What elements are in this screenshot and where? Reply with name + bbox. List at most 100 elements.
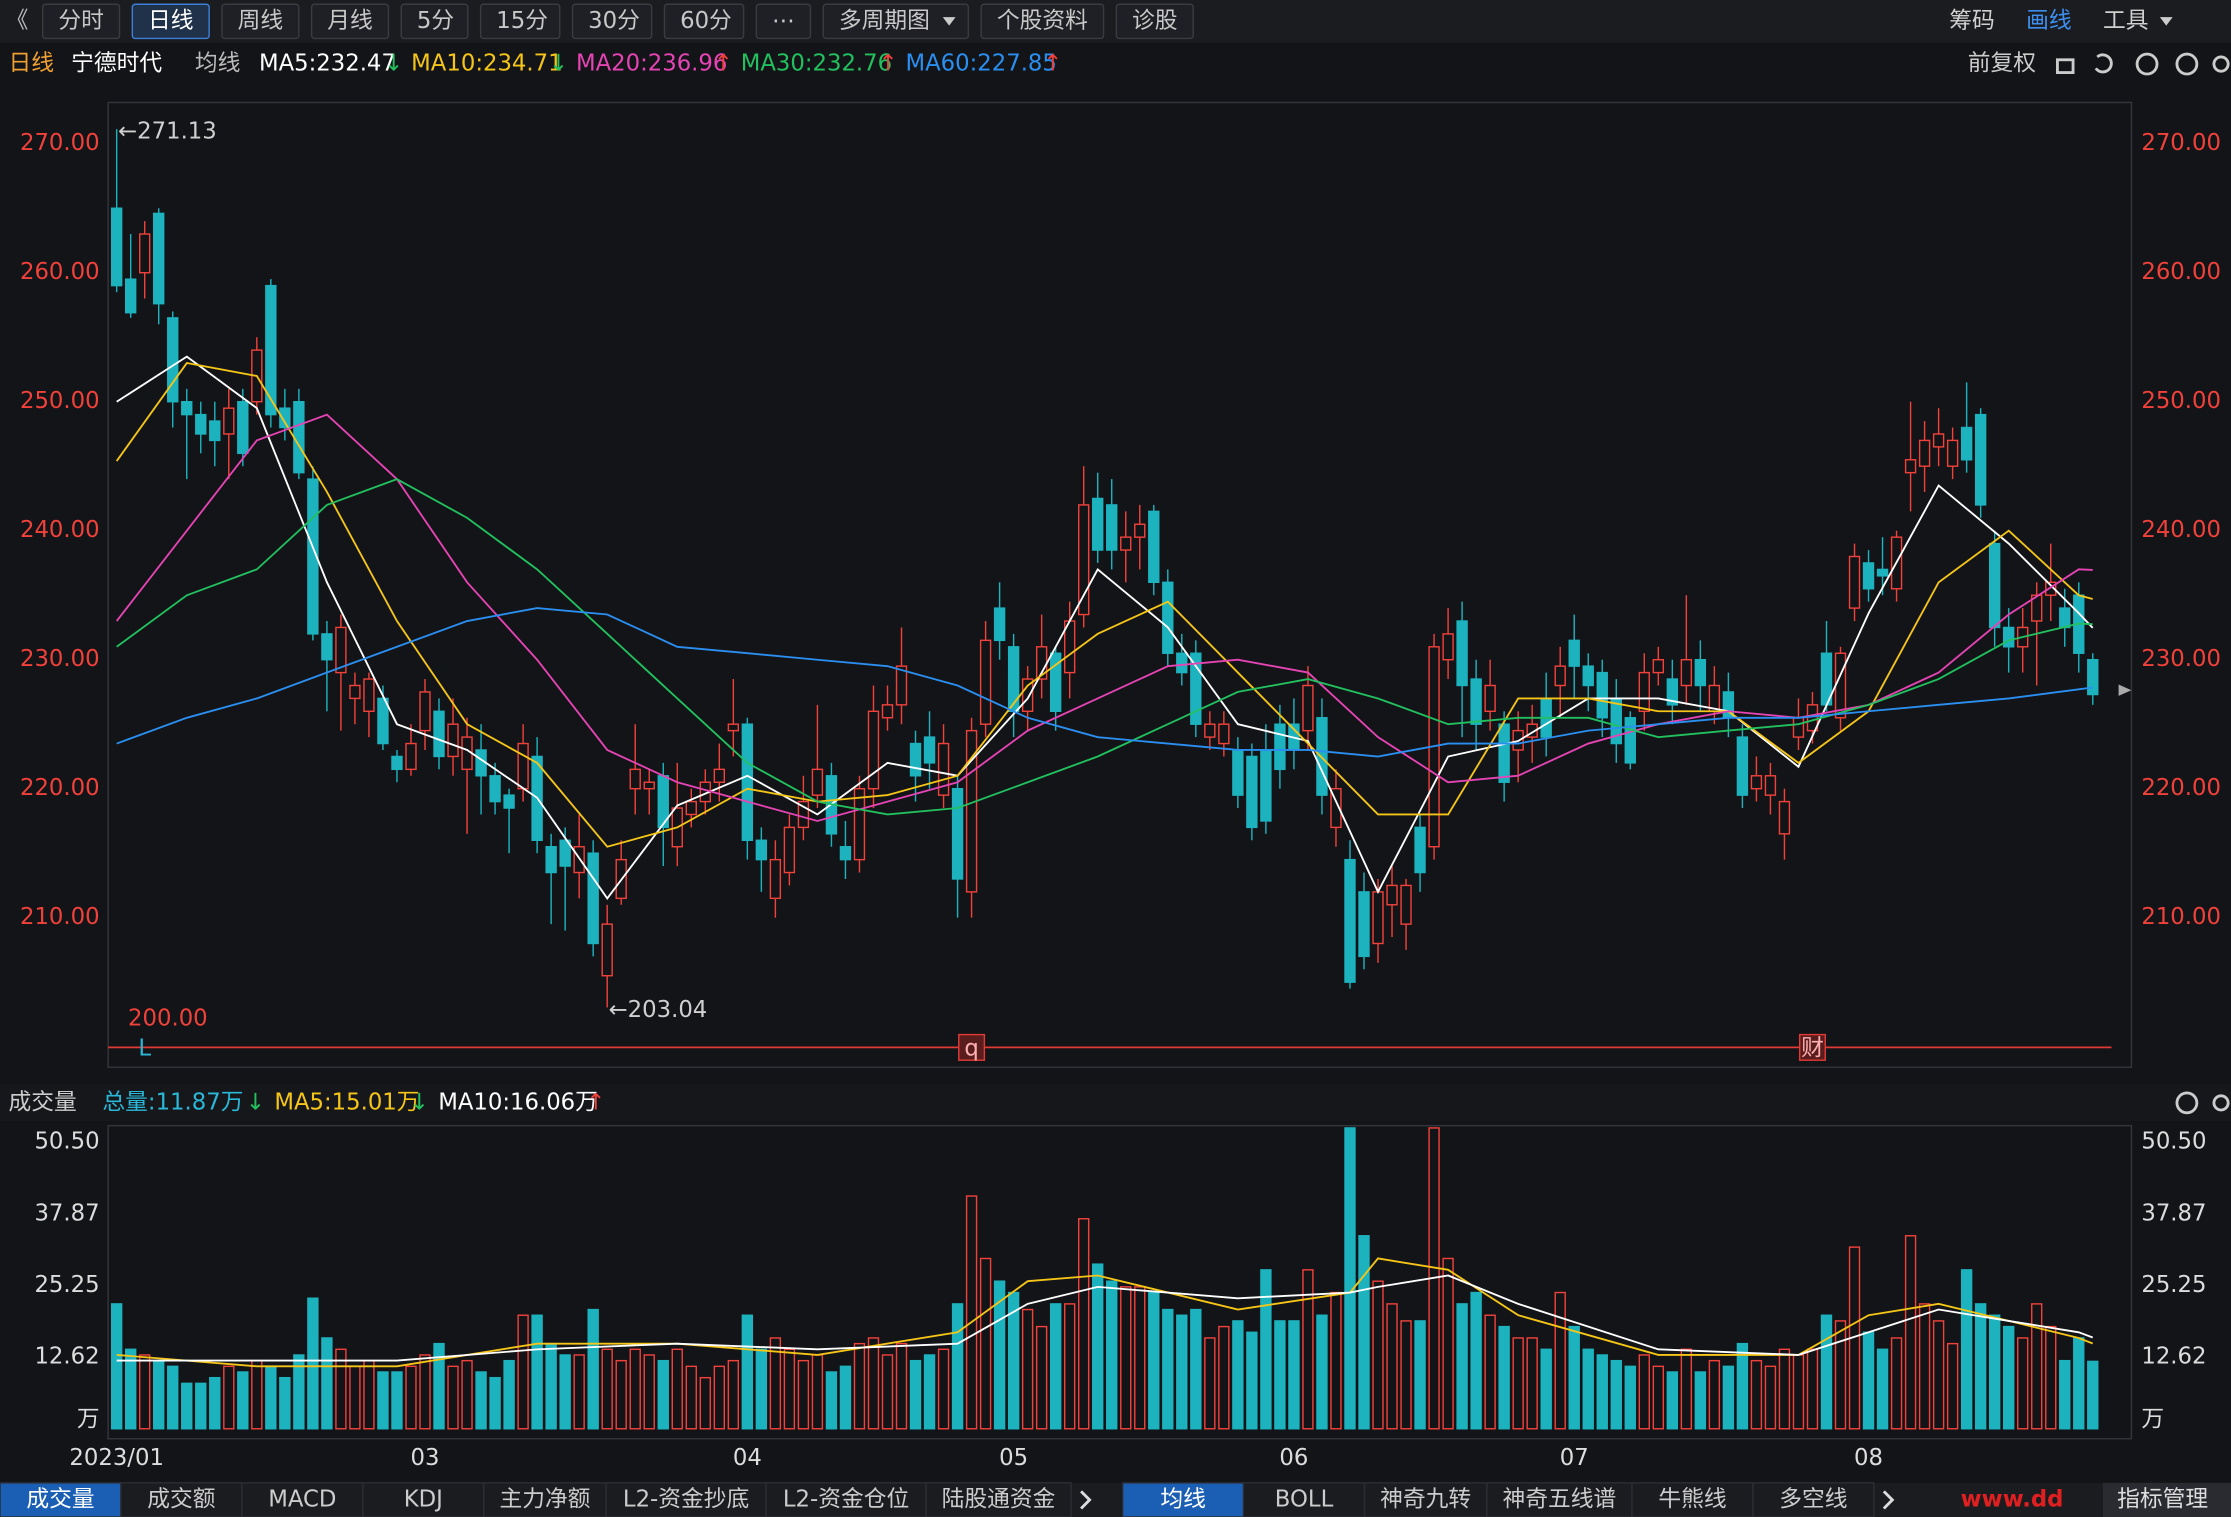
candle-body: [405, 742, 417, 771]
candle-body: [1092, 497, 1104, 551]
volume-bar: [979, 1257, 992, 1430]
toolbar-button[interactable]: [310, 3, 390, 40]
candle-body: [1456, 620, 1468, 687]
toolbar-button[interactable]: [663, 3, 745, 40]
indicator-tab[interactable]: [120, 1482, 243, 1517]
volume-bar: [1190, 1308, 1202, 1430]
toolbar-button[interactable]: [1115, 3, 1194, 40]
period-label: 日线: [9, 51, 54, 77]
toolbar-button[interactable]: [479, 3, 561, 40]
candle-body: [139, 233, 151, 274]
toolbar-button[interactable]: [400, 3, 469, 40]
volume-bar: [1680, 1348, 1693, 1430]
event-marker: 财: [1801, 1035, 1824, 1061]
candle-body: [1049, 652, 1062, 713]
event-marker-box[interactable]: [958, 1033, 986, 1061]
volume-bar: [1274, 1320, 1286, 1430]
toolbar-button[interactable]: [41, 3, 121, 40]
candle-body: [1932, 433, 1945, 448]
volume-bar: [531, 1314, 543, 1430]
volume-bar: [1596, 1354, 1608, 1430]
y-tick-label: 210.00: [20, 904, 100, 930]
indicator-tab[interactable]: [483, 1482, 607, 1517]
volume-bar: [237, 1371, 249, 1430]
volume-bar: [461, 1359, 473, 1430]
volume-tick-label-right: 50.50: [2141, 1129, 2206, 1155]
indicator-tab-label: MACD: [268, 1486, 336, 1512]
indicator-tab[interactable]: [0, 1482, 122, 1517]
volume-bar: [1092, 1263, 1104, 1430]
candle-body: [1021, 678, 1034, 713]
x-tick-label: 04: [733, 1445, 762, 1471]
toolbar-button[interactable]: [980, 3, 1105, 40]
toolbar-button[interactable]: [755, 3, 812, 40]
indicator-tab-label: L2-资金仓位: [783, 1486, 909, 1512]
indicator-tab[interactable]: [362, 1482, 485, 1517]
volume-bar: [1568, 1325, 1580, 1430]
y-tick-label: 270.00: [20, 130, 100, 156]
indicator-tab[interactable]: [241, 1482, 364, 1517]
volume-bar: [110, 1303, 123, 1430]
minus-icon: [2175, 52, 2199, 76]
toolbar-button-label: 分时: [58, 8, 103, 34]
tab-scroll-arrow[interactable]: [1882, 1490, 1895, 1510]
volume-bar: [139, 1354, 151, 1430]
indicator-tab[interactable]: [1752, 1482, 1875, 1517]
toolbar-button[interactable]: [822, 3, 970, 40]
indicator-tab[interactable]: [1363, 1482, 1488, 1517]
manager-button[interactable]: 指标管理: [2117, 1486, 2208, 1512]
toolbar-button[interactable]: [571, 3, 653, 40]
tab-scroll-arrow[interactable]: [1080, 1490, 1092, 1510]
candle-body: [643, 781, 655, 790]
indicator-tab-label: KDJ: [404, 1486, 443, 1512]
volume-bar: [1078, 1218, 1090, 1430]
indicator-tab[interactable]: [1631, 1482, 1754, 1517]
candle-body: [1302, 684, 1314, 732]
volume-bar: [293, 1354, 305, 1430]
volume-bar: [1063, 1303, 1076, 1430]
manager-button-box[interactable]: [2102, 1482, 2231, 1517]
candle-body: [1386, 884, 1398, 906]
volume-bar: [1316, 1314, 1328, 1430]
volume-bar: [503, 1359, 515, 1430]
candle-body: [1190, 652, 1202, 725]
candle-body: [181, 401, 193, 416]
volume-bar: [545, 1342, 557, 1430]
y-tick-label: 260.00: [20, 259, 100, 285]
ma-trend: ↓: [549, 51, 568, 77]
volume-bar: [1176, 1314, 1188, 1430]
volume-frame: [107, 1124, 2133, 1440]
indicator-tab[interactable]: [925, 1482, 1072, 1517]
toolbar-right-button[interactable]: 筹码: [1949, 8, 1994, 34]
candle-body: [1736, 736, 1749, 796]
event-marker: q: [964, 1035, 978, 1061]
volume-legend: MA5:15.01万: [274, 1089, 419, 1115]
volume-bar: [643, 1354, 655, 1430]
back-button[interactable]: 《: [6, 8, 29, 34]
volume-bar: [2017, 1337, 2029, 1430]
candle-body: [909, 742, 922, 777]
candle-body: [1834, 652, 1847, 719]
candle-body: [685, 800, 697, 816]
volume-bar: [1694, 1371, 1707, 1430]
toolbar-button[interactable]: [131, 3, 210, 40]
extreme-label: ←203.04: [609, 997, 708, 1023]
volume-bar: [1778, 1348, 1791, 1430]
volume-ma-line: [116, 1274, 2094, 1362]
indicator-tab[interactable]: [605, 1482, 767, 1517]
candle-body: [209, 420, 221, 442]
candle-body: [321, 633, 333, 661]
toolbar-button[interactable]: [221, 3, 300, 40]
y2-tick-label: 240.00: [2141, 517, 2221, 543]
volume-bar: [1806, 1348, 1819, 1430]
toolbar-right-button[interactable]: 工具: [2103, 8, 2148, 34]
volume-bar: [1666, 1371, 1679, 1430]
indicator-tab[interactable]: [1121, 1482, 1245, 1517]
adjust-label[interactable]: 前复权: [1968, 51, 2036, 77]
event-marker-box[interactable]: [1798, 1033, 1826, 1061]
volume-bar: [1834, 1320, 1847, 1430]
candle-body: [1652, 658, 1665, 674]
candle-body: [2087, 658, 2099, 696]
toolbar-right-button[interactable]: 画线: [2026, 8, 2071, 34]
